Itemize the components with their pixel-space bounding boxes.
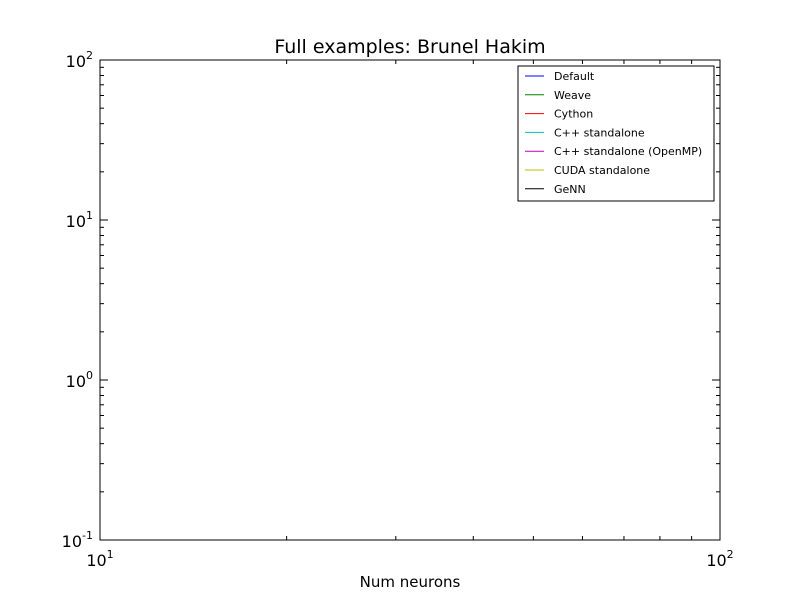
legend: Default Weave Cython C++ standalone C++ stan… bbox=[517, 65, 715, 202]
x-tick-label: 101 bbox=[86, 548, 113, 570]
legend-label: C++ standalone bbox=[554, 126, 645, 139]
x-axis-label: Num neurons bbox=[360, 573, 461, 591]
legend-label: GeNN bbox=[554, 183, 586, 196]
legend-label: Default bbox=[554, 70, 595, 83]
y-tick-label: 102 bbox=[66, 49, 93, 71]
y-tick-labels: 10-1 100 101 102 bbox=[62, 49, 93, 551]
legend-label: C++ standalone (OpenMP) bbox=[554, 145, 702, 158]
legend-label: CUDA standalone bbox=[554, 164, 650, 177]
minor-ticks bbox=[100, 60, 720, 540]
y-tick-label: 100 bbox=[66, 369, 93, 391]
y-tick-label: 101 bbox=[66, 209, 93, 231]
major-ticks bbox=[99, 59, 721, 541]
y-tick-label: 10-1 bbox=[62, 529, 93, 551]
legend-label: Weave bbox=[554, 89, 591, 102]
x-tick-labels: 101 102 bbox=[86, 548, 733, 570]
x-tick-label: 102 bbox=[706, 548, 733, 570]
legend-label: Cython bbox=[554, 108, 593, 121]
legend-box bbox=[517, 65, 715, 202]
chart-title: Full examples: Brunel Hakim bbox=[274, 36, 545, 58]
